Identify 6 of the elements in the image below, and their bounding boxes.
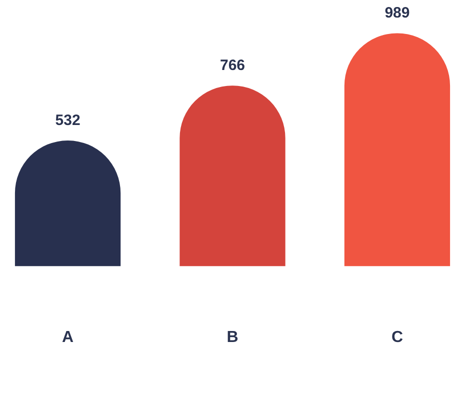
x-tick-label: A (62, 328, 74, 346)
x-tick-label: B (226, 328, 238, 346)
data-label: 989 (384, 4, 410, 22)
data-label: 766 (220, 57, 246, 74)
x-tick-label: C (391, 328, 404, 346)
data-label: 532 (55, 112, 80, 130)
